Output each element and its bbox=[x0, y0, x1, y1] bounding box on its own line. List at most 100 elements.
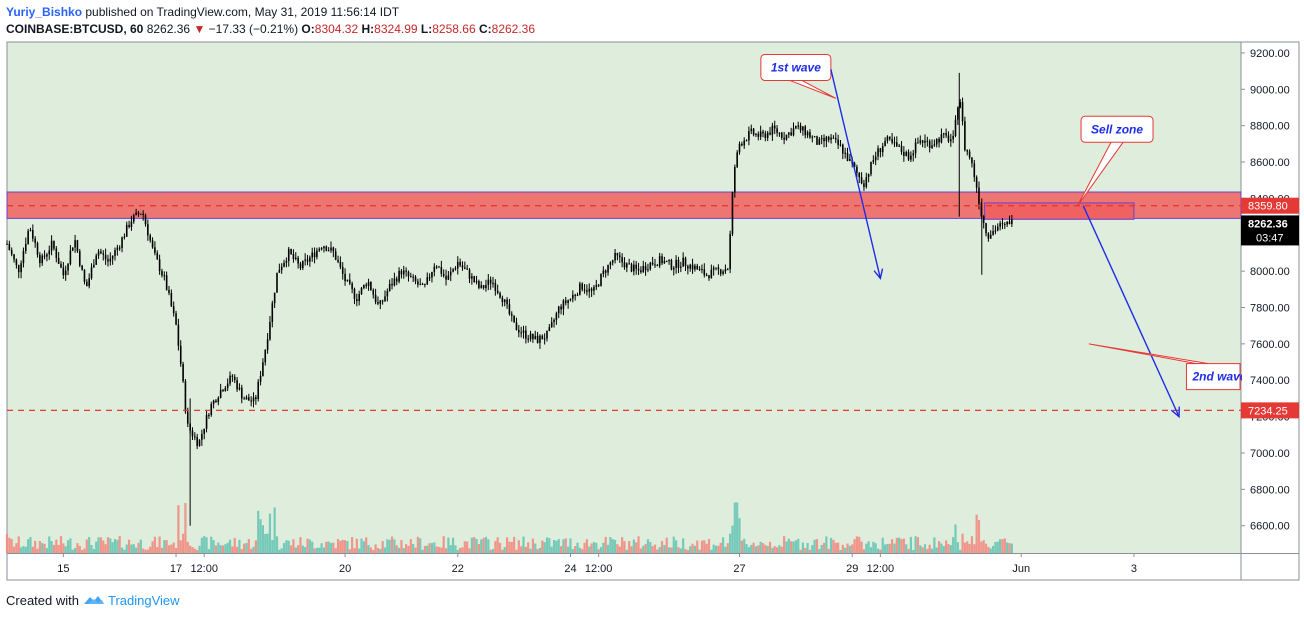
candle-body bbox=[539, 335, 541, 343]
volume-bar bbox=[259, 519, 262, 553]
volume-bar bbox=[402, 548, 405, 553]
volume-bar bbox=[480, 539, 483, 553]
candle-body bbox=[776, 128, 778, 133]
volume-bar bbox=[848, 545, 851, 553]
candle-body bbox=[34, 238, 36, 243]
x-tick-label: 12:00 bbox=[867, 563, 895, 575]
candle-body bbox=[36, 242, 39, 255]
candle-body bbox=[1001, 223, 1004, 225]
volume-bar bbox=[646, 539, 650, 553]
volume-bar bbox=[456, 549, 459, 553]
volume-bar bbox=[158, 536, 161, 553]
candle-body bbox=[1006, 221, 1008, 225]
candle-body bbox=[233, 376, 236, 381]
candle-body bbox=[903, 152, 905, 156]
volume-bar bbox=[501, 549, 504, 553]
volume-bar bbox=[679, 548, 682, 553]
volume-bar bbox=[818, 549, 821, 553]
candle-body bbox=[379, 300, 382, 304]
volume-bar bbox=[278, 549, 281, 553]
volume-bar bbox=[165, 540, 168, 553]
volume-bar bbox=[780, 546, 783, 553]
candle-body bbox=[438, 266, 440, 268]
y-tick-label: 6600.00 bbox=[1250, 521, 1290, 533]
candle-body bbox=[466, 268, 468, 270]
volume-bar bbox=[104, 544, 107, 553]
volume-bar bbox=[590, 543, 593, 553]
candle-body bbox=[302, 260, 304, 269]
volume-bar bbox=[545, 537, 549, 553]
volume-bar bbox=[757, 545, 760, 553]
candle-body bbox=[452, 269, 454, 272]
candle-body bbox=[696, 265, 699, 270]
candle-body bbox=[933, 144, 936, 146]
candle-body bbox=[921, 140, 924, 143]
candle-body bbox=[989, 234, 992, 239]
volume-bar bbox=[740, 540, 743, 553]
tradingview-brand[interactable]: TradingView bbox=[108, 593, 180, 608]
volume-bar bbox=[416, 536, 419, 553]
volume-bar bbox=[595, 542, 598, 553]
volume-bar bbox=[947, 544, 950, 553]
volume-bar bbox=[250, 548, 253, 553]
candle-body bbox=[806, 132, 809, 136]
volume-bar bbox=[461, 547, 464, 553]
volume-bar bbox=[454, 545, 457, 553]
arrow-2nd-wave-head bbox=[1170, 406, 1180, 419]
volume-bar bbox=[609, 537, 612, 553]
candle-body bbox=[419, 284, 422, 286]
volume-bar bbox=[193, 548, 196, 553]
volume-bar bbox=[940, 543, 943, 553]
candle-body bbox=[10, 250, 13, 255]
volume-bar bbox=[221, 545, 225, 553]
candle-body bbox=[55, 248, 58, 259]
y-tick-label: 6800.00 bbox=[1250, 484, 1290, 496]
y-tick-label: 7400.00 bbox=[1250, 375, 1290, 387]
candle-body bbox=[884, 140, 886, 147]
candle-body bbox=[238, 387, 241, 390]
candle-body bbox=[572, 294, 574, 299]
volume-bar bbox=[653, 544, 657, 553]
volume-bar bbox=[22, 546, 25, 553]
volume-bar bbox=[825, 536, 828, 553]
candle-body bbox=[60, 264, 62, 268]
candle-body bbox=[402, 270, 405, 275]
candle-body bbox=[440, 267, 443, 274]
volume-bar bbox=[210, 536, 213, 553]
close-value: 8262.36 bbox=[491, 22, 536, 36]
volume-bar bbox=[412, 544, 415, 553]
volume-bar bbox=[658, 547, 661, 553]
candle-body bbox=[825, 136, 828, 142]
volume-bar bbox=[198, 545, 201, 553]
candle-body bbox=[304, 259, 306, 261]
candle-body bbox=[464, 267, 466, 269]
candle-body bbox=[323, 246, 325, 249]
candle-body bbox=[433, 266, 436, 272]
candle-body bbox=[837, 139, 839, 145]
volume-bar bbox=[130, 544, 133, 553]
axis-mask bbox=[1242, 362, 1298, 391]
volume-bar bbox=[463, 541, 466, 553]
volume-bar bbox=[956, 542, 959, 553]
volume-bar bbox=[513, 536, 516, 553]
candle-body bbox=[210, 404, 213, 415]
volume-bar bbox=[123, 549, 126, 553]
volume-bar bbox=[257, 510, 260, 553]
candle-body bbox=[818, 139, 821, 145]
candle-body bbox=[395, 278, 398, 282]
candle-body bbox=[574, 294, 576, 296]
candle-body bbox=[398, 270, 400, 282]
candle-body bbox=[391, 283, 393, 286]
volume-bar bbox=[151, 541, 154, 553]
volume-bar bbox=[292, 539, 295, 553]
author-name[interactable]: Yuriy_Bishko bbox=[6, 5, 83, 19]
volume-bar bbox=[381, 541, 384, 553]
candle-body bbox=[905, 152, 908, 156]
candle-body bbox=[872, 160, 875, 162]
volume-bar bbox=[442, 536, 445, 553]
candle-body bbox=[53, 240, 55, 249]
volume-bar bbox=[834, 542, 837, 553]
volume-bar bbox=[1008, 543, 1011, 553]
volume-bar bbox=[10, 539, 13, 553]
